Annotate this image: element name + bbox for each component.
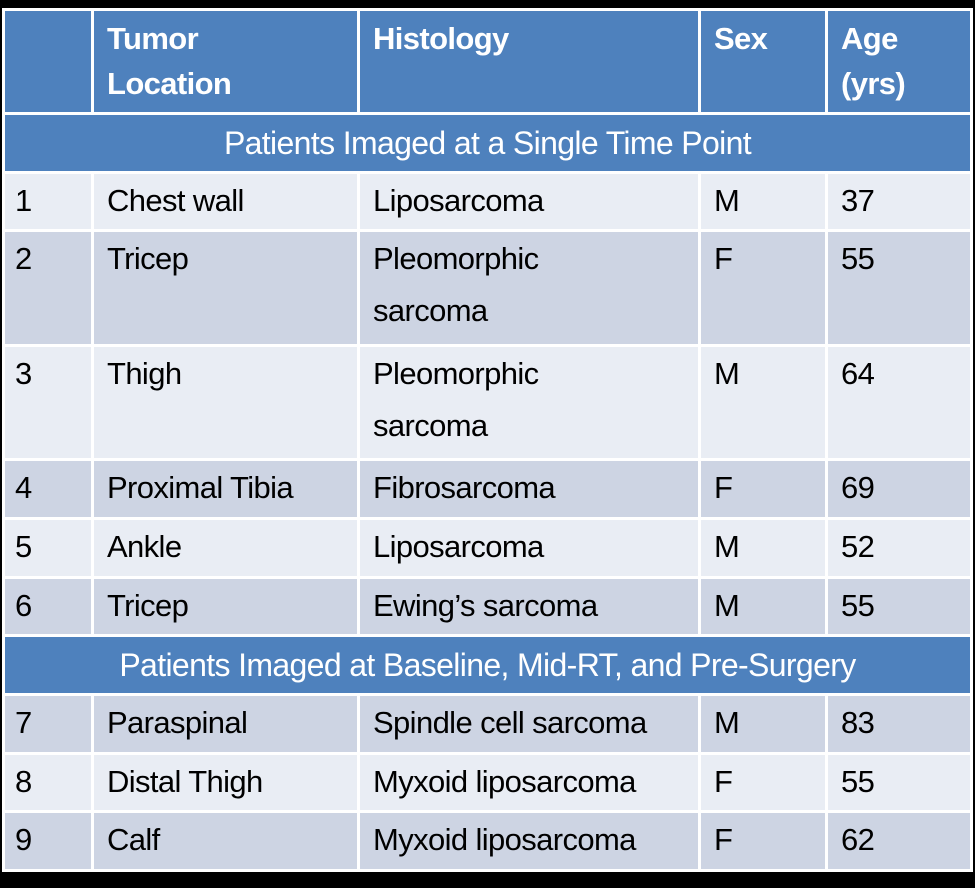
header-cell-histology: Histology [360, 11, 698, 112]
tumor-location-cell: Calf [94, 813, 357, 869]
histology-cell: Pleomorphic sarcoma [360, 232, 698, 344]
sex-cell: M [701, 578, 825, 635]
row-number-cell: 3 [5, 346, 91, 459]
histology-cell: Liposarcoma [360, 519, 698, 576]
header-cell-sex: Sex [701, 11, 825, 112]
age-cell: 55 [828, 578, 970, 635]
table-body: Patients Imaged at a Single Time Point 1 C… [5, 115, 970, 869]
row-number-cell: 7 [5, 695, 91, 752]
header-cell-age: Age (yrs) [828, 11, 970, 112]
histology-cell: Myxoid liposarcoma [360, 754, 698, 811]
age-cell: 55 [828, 232, 970, 344]
header-cell-blank [5, 11, 91, 112]
age-cell: 52 [828, 519, 970, 576]
sex-cell: F [701, 232, 825, 344]
section-header: Patients Imaged at Baseline, Mid-RT, and… [5, 637, 970, 693]
section-header-row: Patients Imaged at a Single Time Point [5, 115, 970, 171]
tumor-location-cell: Tricep [94, 578, 357, 635]
sex-cell: M [701, 695, 825, 752]
tumor-location-cell: Tricep [94, 232, 357, 344]
histology-cell: Spindle cell sarcoma [360, 695, 698, 752]
tumor-location-cell: Paraspinal [94, 695, 357, 752]
tumor-location-cell: Chest wall [94, 173, 357, 230]
tumor-location-cell: Distal Thigh [94, 754, 357, 811]
section-header-row: Patients Imaged at Baseline, Mid-RT, and… [5, 637, 970, 693]
section-header: Patients Imaged at a Single Time Point [5, 115, 970, 171]
age-cell: 55 [828, 754, 970, 811]
histology-cell: Liposarcoma [360, 173, 698, 230]
age-cell: 83 [828, 695, 970, 752]
table-row: 4 Proximal Tibia Fibrosarcoma F 69 [5, 461, 970, 517]
row-number-cell: 9 [5, 813, 91, 869]
histology-cell: Myxoid liposarcoma [360, 813, 698, 869]
tumor-location-cell: Thigh [94, 346, 357, 459]
age-cell: 62 [828, 813, 970, 869]
row-number-cell: 4 [5, 461, 91, 517]
table-row: 7 Paraspinal Spindle cell sarcoma M 83 [5, 695, 970, 752]
row-number-cell: 6 [5, 578, 91, 635]
sex-cell: F [701, 813, 825, 869]
row-number-cell: 5 [5, 519, 91, 576]
table-row: 5 Ankle Liposarcoma M 52 [5, 519, 970, 576]
sex-cell: F [701, 461, 825, 517]
header-row: Tumor Location Histology Sex Age (yrs) [5, 11, 970, 112]
row-number-cell: 8 [5, 754, 91, 811]
row-number-cell: 1 [5, 173, 91, 230]
sex-cell: M [701, 173, 825, 230]
table-row: 6 Tricep Ewing’s sarcoma M 55 [5, 578, 970, 635]
tumor-location-cell: Ankle [94, 519, 357, 576]
table-row: 9 Calf Myxoid liposarcoma F 62 [5, 813, 970, 869]
histology-cell: Pleomorphic sarcoma [360, 346, 698, 459]
histology-cell: Ewing’s sarcoma [360, 578, 698, 635]
tumor-location-cell: Proximal Tibia [94, 461, 357, 517]
row-number-cell: 2 [5, 232, 91, 344]
age-cell: 37 [828, 173, 970, 230]
table-row: 2 Tricep Pleomorphic sarcoma F 55 [5, 232, 970, 344]
patient-table: Tumor Location Histology Sex Age (yrs) P… [2, 8, 973, 872]
table-header: Tumor Location Histology Sex Age (yrs) [5, 11, 970, 112]
table-row: 3 Thigh Pleomorphic sarcoma M 64 [5, 346, 970, 459]
histology-cell: Fibrosarcoma [360, 461, 698, 517]
age-cell: 69 [828, 461, 970, 517]
table-row: 8 Distal Thigh Myxoid liposarcoma F 55 [5, 754, 970, 811]
sex-cell: F [701, 754, 825, 811]
header-cell-tumor-location: Tumor Location [94, 11, 357, 112]
table-row: 1 Chest wall Liposarcoma M 37 [5, 173, 970, 230]
sex-cell: M [701, 519, 825, 576]
age-cell: 64 [828, 346, 970, 459]
sex-cell: M [701, 346, 825, 459]
